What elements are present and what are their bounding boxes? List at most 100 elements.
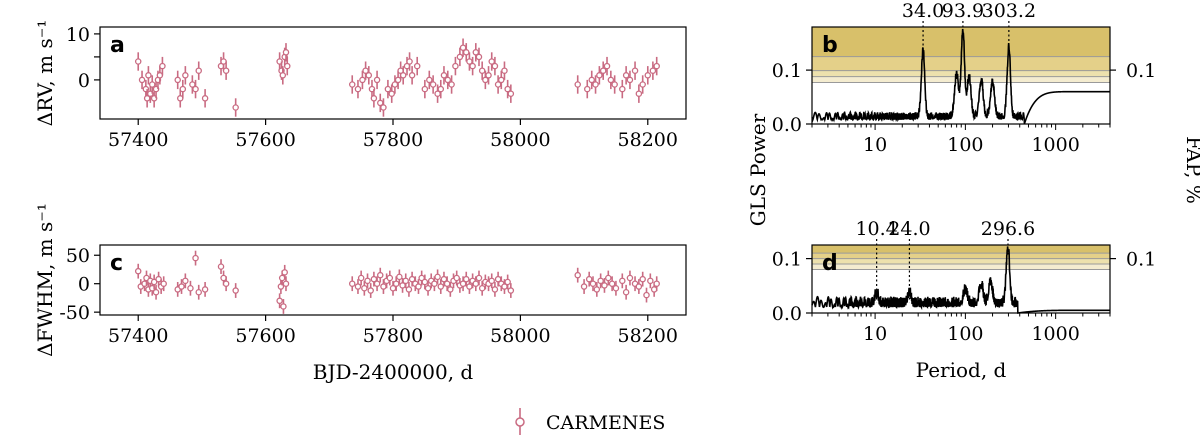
data-point [647, 277, 654, 285]
y-tick-label: 0.0 [772, 303, 802, 325]
data-point [440, 72, 448, 79]
data-point [377, 271, 384, 279]
data-point [603, 62, 611, 70]
data-point [475, 274, 483, 282]
data-point [280, 303, 287, 310]
data-point [359, 76, 366, 84]
x-tick-label: 1000 [1031, 323, 1079, 345]
data-point [437, 85, 445, 93]
data-point [348, 280, 356, 287]
peak-label: 34.0 [902, 0, 944, 22]
data-point [150, 278, 158, 286]
x-axis-label: Period, d [916, 358, 1007, 382]
data-point [361, 285, 368, 292]
data-point [145, 72, 152, 79]
x-tick-label: 58000 [490, 129, 550, 151]
data-point [174, 76, 181, 84]
data-point [639, 81, 646, 88]
y-tick-label: 0.1 [772, 249, 802, 271]
data-point [574, 81, 581, 88]
data-point [501, 67, 508, 74]
data-point [447, 286, 454, 293]
x-tick-label: 100 [947, 323, 983, 345]
x-tick-label: 58200 [618, 129, 678, 151]
data-point [434, 273, 441, 281]
data-point [282, 49, 290, 56]
data-point [601, 282, 608, 289]
data-point [466, 283, 473, 290]
data-point [373, 76, 381, 84]
data-point [626, 76, 634, 84]
data-point [622, 288, 630, 296]
legend-marker [515, 417, 525, 427]
data-point [178, 283, 185, 290]
data-point [498, 76, 505, 84]
x-tick-label: 57800 [363, 325, 423, 347]
x-tick-label: 10 [863, 134, 887, 156]
x-tick-label: 57800 [363, 129, 423, 151]
panel-letter: c [110, 251, 123, 276]
data-point [388, 90, 395, 97]
data-point [384, 85, 392, 93]
periodogram-curve [811, 28, 1110, 124]
x-axis-label: BJD-2400000, d [313, 360, 474, 384]
data-point [415, 283, 422, 290]
data-point [643, 291, 650, 299]
data-point [475, 53, 483, 61]
x-tick-label: 57600 [235, 325, 295, 347]
data-point [421, 278, 429, 286]
data-point [453, 274, 460, 282]
y-tick-label: 10 [66, 24, 90, 46]
data-point [354, 85, 362, 93]
peak-label: 24.0 [888, 218, 930, 240]
data-point [399, 72, 407, 79]
data-point [365, 72, 373, 79]
fap-tick-label: 0.1 [1126, 249, 1156, 271]
data-point [653, 280, 660, 287]
data-point [396, 273, 403, 281]
data-point [380, 104, 387, 111]
data-point [192, 254, 199, 262]
x-tick-label: 57400 [108, 129, 168, 151]
x-tick-label: 57400 [108, 325, 168, 347]
fap-band [812, 253, 1110, 259]
data-point [611, 81, 618, 88]
data-point [507, 287, 515, 294]
fap-tick-label: 0.1 [1126, 60, 1156, 82]
data-point [138, 76, 146, 84]
data-point [179, 85, 187, 93]
data-point [456, 53, 464, 61]
data-point [649, 67, 657, 74]
fap-band [812, 258, 1110, 265]
data-point [644, 72, 652, 79]
data-point [357, 274, 365, 282]
data-point [437, 283, 445, 290]
data-point [201, 95, 209, 102]
data-point [507, 90, 515, 97]
data-point [276, 297, 283, 305]
data-point [635, 283, 643, 290]
x-tick-label: 1000 [1031, 134, 1079, 156]
data-point [491, 286, 499, 293]
data-point [580, 283, 588, 290]
data-point [159, 62, 166, 70]
data-point [195, 288, 202, 296]
data-point [148, 81, 156, 88]
data-point [354, 283, 362, 290]
data-point [444, 76, 452, 84]
data-point [452, 62, 459, 70]
data-point [282, 280, 290, 287]
gls-power-axis-label: GLS Power [746, 113, 770, 226]
legend: CARMENES [515, 408, 665, 435]
data-point [584, 85, 591, 93]
data-point [472, 280, 480, 287]
data-point [605, 274, 612, 282]
y-tick-label: 0 [78, 70, 90, 92]
y-axis-label: ΔFWHM, m s⁻¹ [33, 203, 57, 357]
panel-letter: d [822, 251, 838, 276]
data-point [635, 90, 643, 97]
data-point [364, 277, 371, 285]
y-tick-label: -50 [59, 302, 90, 324]
